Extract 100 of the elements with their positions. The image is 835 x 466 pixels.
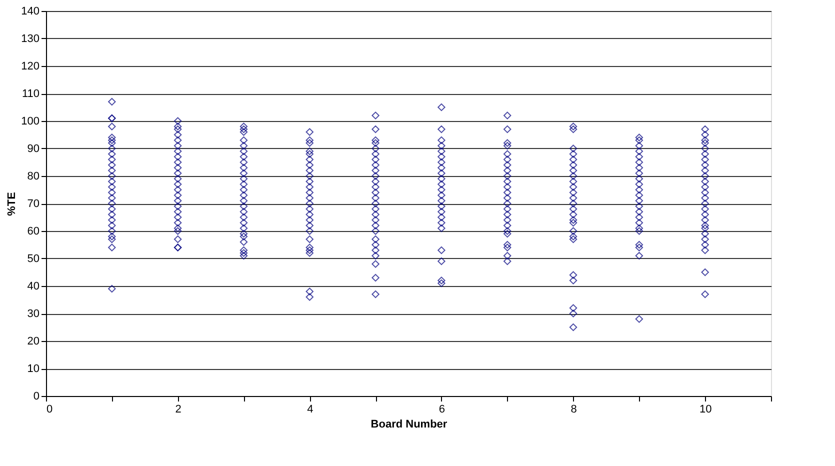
- point: [504, 200, 512, 208]
- point: [701, 246, 709, 254]
- point: [240, 180, 248, 188]
- point: [438, 276, 446, 284]
- point: [701, 205, 709, 213]
- point: [569, 194, 578, 202]
- x-tick-label: 10: [699, 404, 712, 416]
- point: [635, 315, 644, 323]
- point: [635, 202, 644, 210]
- point: [306, 200, 314, 208]
- point: [635, 158, 644, 166]
- point: [372, 222, 380, 230]
- point: [701, 268, 709, 276]
- point: [306, 166, 314, 174]
- point: [372, 274, 380, 282]
- point: [372, 205, 380, 213]
- point: [635, 224, 644, 232]
- point: [108, 235, 116, 244]
- point: [306, 136, 314, 144]
- point: [372, 290, 380, 298]
- y-tick-label: 90: [27, 143, 40, 155]
- point: [569, 232, 578, 240]
- point: [306, 293, 314, 301]
- point: [438, 164, 446, 172]
- point: [174, 227, 182, 235]
- point: [701, 224, 709, 232]
- point: [504, 125, 512, 134]
- point: [372, 178, 380, 186]
- point: [240, 122, 248, 130]
- point: [701, 235, 709, 244]
- point: [108, 194, 116, 202]
- point: [306, 139, 314, 147]
- point: [372, 216, 380, 224]
- point: [240, 152, 248, 161]
- point: [108, 172, 116, 180]
- x-tick-label: 0: [46, 404, 53, 416]
- point: [569, 156, 578, 164]
- point: [438, 125, 446, 134]
- point: [240, 232, 248, 240]
- y-tick-label: 140: [21, 6, 40, 18]
- point: [701, 156, 709, 164]
- point: [504, 244, 512, 252]
- point: [372, 183, 380, 191]
- point: [240, 252, 248, 260]
- point: [174, 169, 182, 178]
- point: [174, 122, 182, 130]
- point: [240, 136, 248, 144]
- point: [504, 166, 512, 174]
- point: [240, 218, 248, 227]
- point: [569, 188, 578, 196]
- point: [174, 117, 182, 125]
- point: [108, 156, 116, 164]
- point: [306, 288, 314, 296]
- point: [701, 172, 709, 180]
- point: [174, 164, 182, 172]
- point: [240, 249, 248, 257]
- y-tick-label: 30: [27, 308, 40, 320]
- y-tick-label: 50: [27, 253, 40, 265]
- point: [306, 244, 314, 252]
- y-axis-title: %TE: [6, 192, 18, 216]
- point: [504, 205, 512, 213]
- point: [438, 186, 446, 194]
- point: [174, 186, 182, 194]
- point: [569, 271, 578, 279]
- point: [108, 244, 116, 252]
- point: [504, 194, 512, 202]
- point: [438, 142, 446, 150]
- point: [438, 224, 446, 232]
- point: [569, 172, 578, 180]
- point: [438, 279, 446, 288]
- point: [306, 128, 314, 136]
- point: [306, 188, 314, 196]
- point: [504, 142, 512, 150]
- y-tick-label: 130: [21, 33, 40, 45]
- point: [372, 112, 380, 120]
- point: [372, 260, 380, 268]
- point: [306, 227, 314, 235]
- point: [174, 208, 182, 216]
- point: [372, 166, 380, 174]
- point: [240, 186, 248, 194]
- point: [635, 136, 644, 144]
- point: [701, 216, 709, 224]
- point: [635, 252, 644, 260]
- point: [240, 202, 248, 210]
- point: [569, 216, 578, 224]
- point: [372, 235, 380, 244]
- point: [108, 210, 116, 218]
- point: [108, 216, 116, 224]
- point: [701, 240, 709, 249]
- point: [108, 183, 116, 191]
- y-tick-label: 0: [33, 390, 40, 402]
- point: [438, 191, 446, 200]
- point: [438, 246, 446, 254]
- point: [569, 310, 578, 318]
- point: [438, 196, 446, 205]
- y-tick-label: 10: [27, 363, 40, 375]
- point: [701, 125, 709, 134]
- point: [635, 169, 644, 178]
- point: [438, 169, 446, 178]
- point: [701, 144, 709, 152]
